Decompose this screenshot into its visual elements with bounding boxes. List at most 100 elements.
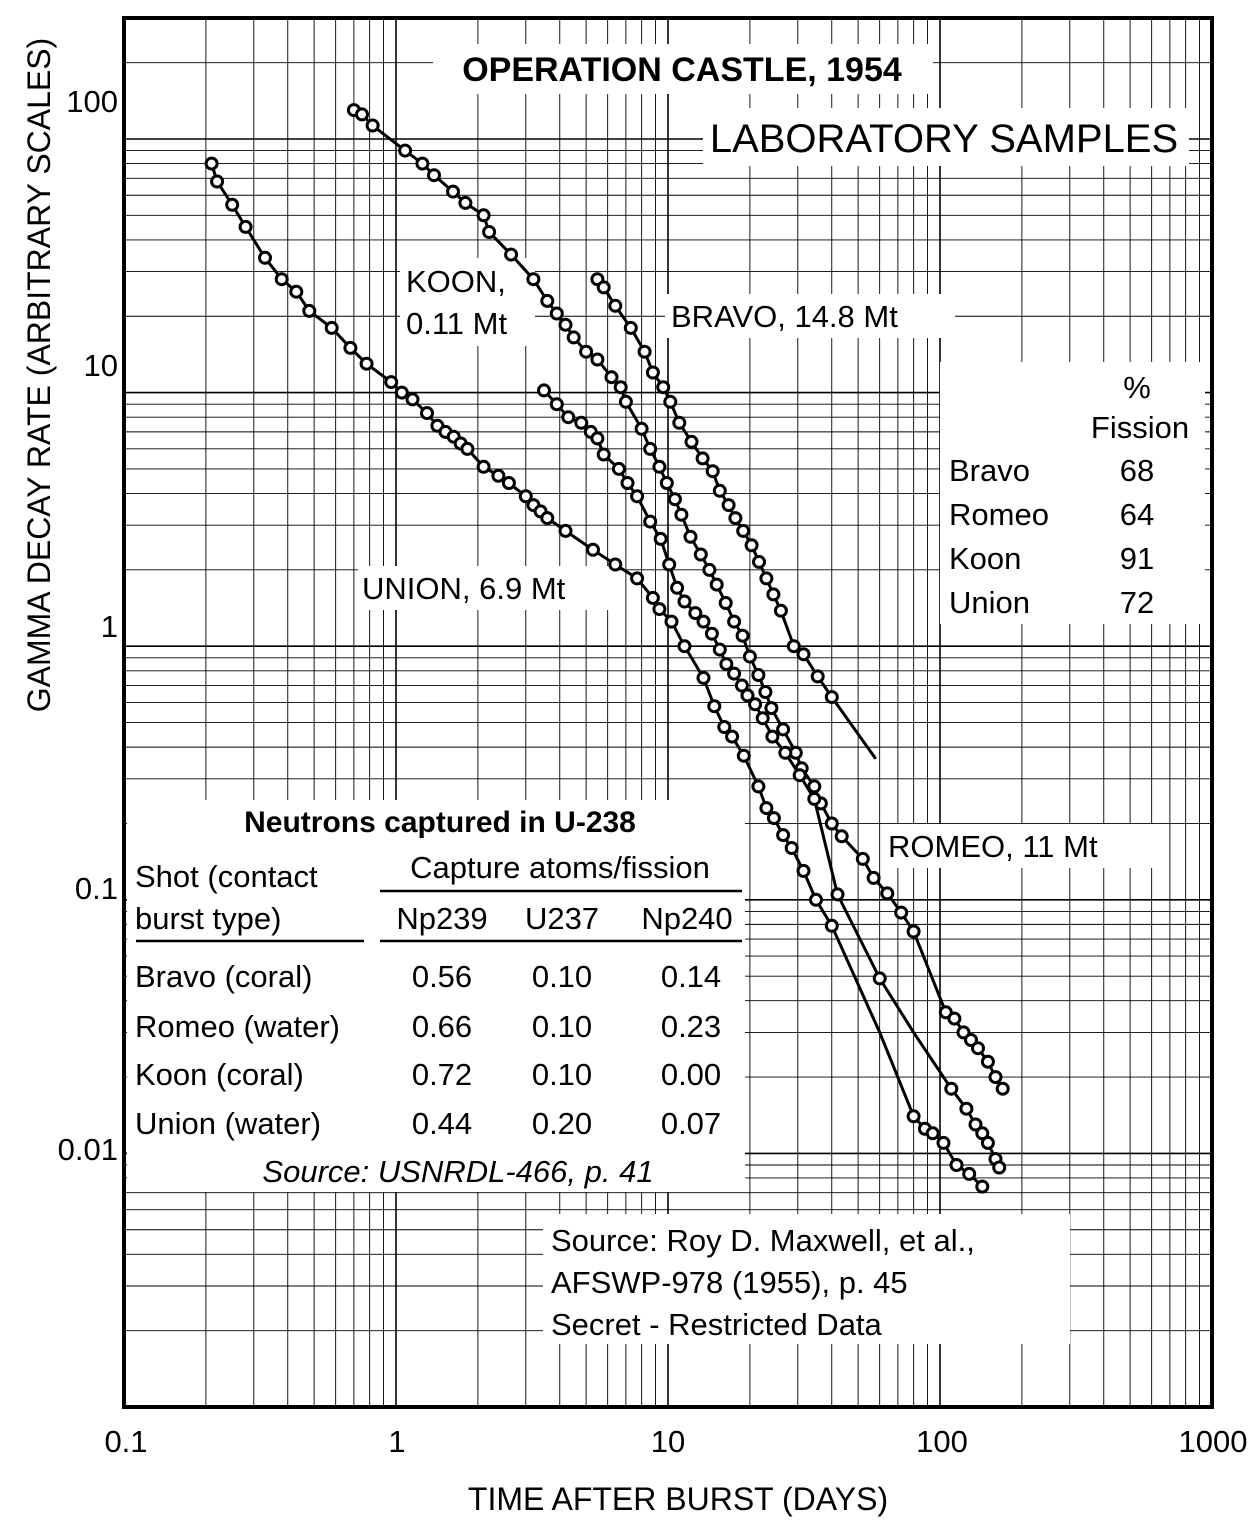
koon-data-point <box>458 195 473 210</box>
koon-data-point <box>866 870 881 885</box>
koon-data-point <box>880 886 895 901</box>
capture-row-value: 0.10 <box>532 1009 592 1044</box>
capture-group-header: Capture atoms/fission <box>410 850 710 885</box>
source-note-line: Secret - Restricted Data <box>551 1307 883 1342</box>
union-data-point <box>652 602 667 617</box>
bravo-data-point <box>712 483 727 498</box>
union-data-point <box>518 489 533 504</box>
capture-row-value: 0.07 <box>661 1106 721 1141</box>
series-layer <box>204 103 1010 1194</box>
fission-shot: Romeo <box>949 497 1049 532</box>
y-tick-label: 10 <box>84 348 118 383</box>
x-axis-title: TIME AFTER BURST (DAYS) <box>468 1481 888 1517</box>
capture-row-value: 0.10 <box>532 959 592 994</box>
koon-data-point <box>590 352 605 367</box>
fission-shot: Koon <box>949 541 1021 576</box>
x-tick-label: 100 <box>916 1424 968 1459</box>
union-data-point <box>925 1126 940 1141</box>
subtitle-panel <box>703 108 1189 166</box>
koon-data-point <box>683 529 698 544</box>
union-data-point <box>936 1135 951 1150</box>
romeo-data-point <box>688 606 703 621</box>
bravo-data-point <box>796 647 811 662</box>
capture-row-value: 0.44 <box>412 1106 472 1141</box>
bravo-data-point <box>773 603 788 618</box>
capture-row-value: 0.20 <box>532 1106 592 1141</box>
bravo-label: BRAVO, 14.8 Mt <box>671 299 898 334</box>
union-data-point <box>630 571 645 586</box>
capture-row-shot: Romeo (water) <box>135 1009 340 1044</box>
bravo-data-point <box>695 451 710 466</box>
fission-value: 64 <box>1120 497 1154 532</box>
y-tick-label: 100 <box>66 84 118 119</box>
union-data-point <box>949 1158 964 1172</box>
koon-data-point <box>398 143 413 158</box>
koon-data-point <box>652 459 667 474</box>
y-tick-label: 0.01 <box>58 1132 118 1167</box>
union-data-point <box>258 250 272 265</box>
union-data-point <box>664 614 679 629</box>
koon-data-point <box>415 156 430 171</box>
koon-data-point <box>855 851 870 866</box>
capture-table-panel <box>127 800 745 1192</box>
capture-row-value: 0.66 <box>412 1009 472 1044</box>
bravo-label-panel <box>665 294 955 338</box>
romeo-data-point <box>670 580 685 595</box>
x-tick-label: 10 <box>651 1424 685 1459</box>
romeo-data-point <box>653 531 668 546</box>
koon-data-point <box>834 829 849 844</box>
romeo-data-point <box>574 415 589 430</box>
capture-table-title: Neutrons captured in U-238 <box>244 806 636 839</box>
koon-data-point <box>906 924 921 939</box>
capture-stub-header-line1: Shot (contact <box>135 859 318 894</box>
koon-data-point <box>988 1070 1003 1085</box>
romeo-label-panel <box>885 824 1153 868</box>
union-data-point <box>696 670 711 685</box>
fission-value: 91 <box>1120 541 1154 576</box>
koon-data-point <box>549 306 564 321</box>
koon-data-point <box>482 225 497 239</box>
union-data-point <box>540 511 555 526</box>
romeo-data-point <box>807 791 822 806</box>
romeo-data-point <box>959 1101 974 1116</box>
koon-data-point <box>618 394 633 409</box>
x-tick-label: 1 <box>388 1424 405 1459</box>
koon-data-point <box>566 330 581 345</box>
union-data-point <box>906 1109 921 1124</box>
union-data-point <box>405 392 420 407</box>
bravo-data-point <box>786 639 801 654</box>
fission-value: 72 <box>1120 585 1154 620</box>
romeo-data-point <box>944 1081 959 1096</box>
romeo-data-point <box>537 383 551 398</box>
union-data-point <box>204 156 219 171</box>
capture-table-source: Source: USNRDL-466, p. 41 <box>262 1154 653 1189</box>
bravo-data-point <box>672 415 687 430</box>
union-data-point <box>962 1166 977 1181</box>
romeo-data-point <box>620 476 635 490</box>
union-data-point <box>784 841 799 855</box>
romeo-data-point <box>748 697 763 712</box>
union-data-point <box>558 523 573 538</box>
plot-frame <box>122 16 1214 1409</box>
romeo-data-point <box>765 729 780 744</box>
koon-data-point <box>718 596 733 610</box>
union-data-point <box>359 356 374 371</box>
romeo-data-point <box>719 657 734 672</box>
koon-series-line <box>353 108 1004 1090</box>
koon-data-point <box>643 441 658 456</box>
koon-data-point <box>446 184 460 199</box>
bravo-data-point <box>728 511 743 526</box>
capture-column-header: Np240 <box>641 901 732 936</box>
koon-data-point <box>735 628 750 643</box>
koon-label-line1: KOON, <box>406 264 506 299</box>
koon-data-point <box>995 1081 1010 1096</box>
bravo-data-point <box>736 523 751 538</box>
romeo-data-point <box>611 461 626 476</box>
romeo-data-point <box>830 887 845 902</box>
union-label-panel <box>358 566 616 610</box>
romeo-data-point <box>677 594 692 609</box>
koon-data-point <box>504 247 519 262</box>
koon-data-point <box>709 577 724 592</box>
bravo-data-point <box>721 498 736 513</box>
